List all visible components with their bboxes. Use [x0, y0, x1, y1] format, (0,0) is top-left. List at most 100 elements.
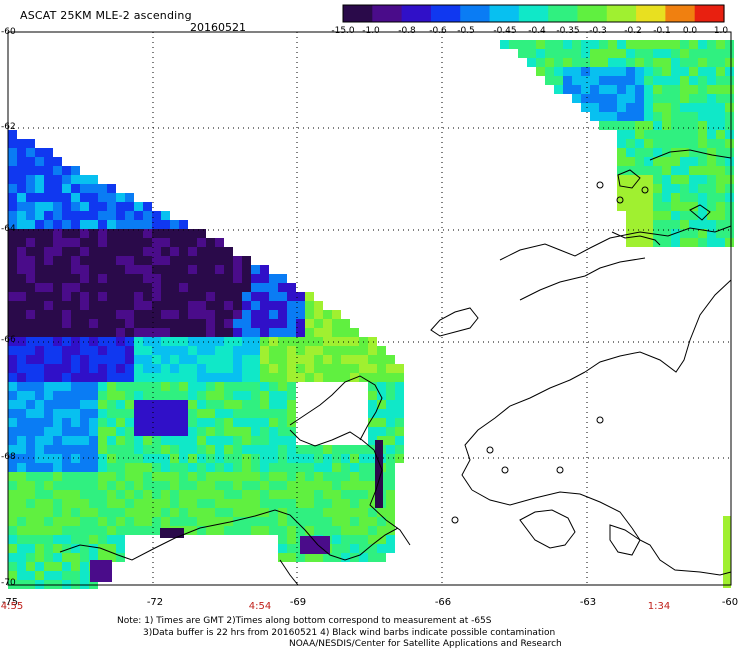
swath-cell: [71, 310, 80, 319]
swath-cell: [80, 526, 89, 535]
swath-cell: [44, 373, 53, 382]
swath-cell: [17, 265, 26, 274]
swath-cell: [44, 472, 53, 481]
swath-cell: [80, 445, 89, 454]
swath-cell: [26, 157, 35, 166]
swath-cell: [125, 454, 134, 463]
swath-cell: [35, 454, 44, 463]
swath-cell: [233, 373, 242, 382]
swath-cell: [278, 346, 287, 355]
swath-cell: [98, 526, 107, 535]
swath-cell: [44, 220, 53, 229]
swath-cell: [323, 346, 332, 355]
swath-cell: [125, 265, 134, 274]
swath-cell: [143, 391, 152, 400]
swath-cell: [71, 427, 80, 436]
swath-cell: [206, 508, 215, 517]
swath-cell: [17, 463, 26, 472]
swath-cell: [716, 67, 725, 76]
swath-cell: [215, 436, 224, 445]
swath-cell: [368, 535, 377, 544]
swath-cell: [188, 517, 197, 526]
swath-cell: [350, 328, 359, 337]
swath-cell: [305, 463, 314, 472]
swath-cell: [332, 337, 341, 346]
swath-cell: [314, 472, 323, 481]
swath-cell: [644, 211, 653, 220]
swath-cell: [35, 508, 44, 517]
swath-cell: [680, 58, 689, 67]
swath-cell: [725, 184, 734, 193]
swath-cell: [152, 310, 161, 319]
swath-strip: [375, 440, 383, 508]
swath-cell: [170, 319, 179, 328]
swath-cell: [53, 517, 62, 526]
swath-cell: [725, 85, 734, 94]
swath-cell: [152, 364, 161, 373]
swath-cell: [71, 454, 80, 463]
swath-cell: [80, 463, 89, 472]
swath-cell: [305, 454, 314, 463]
swath-cell: [707, 184, 716, 193]
swath-cell: [278, 481, 287, 490]
swath-cell: [107, 535, 116, 544]
swath-cell: [698, 103, 707, 112]
swath-cell: [386, 382, 395, 391]
swath-cell: [125, 229, 134, 238]
swath-cell: [143, 274, 152, 283]
swath-cell: [323, 508, 332, 517]
swath-cell: [251, 382, 260, 391]
swath-cell: [62, 427, 71, 436]
swath-cell: [116, 481, 125, 490]
swath-cell: [653, 130, 662, 139]
swath-cell: [242, 337, 251, 346]
swath-cell: [233, 310, 242, 319]
swath-cell: [26, 391, 35, 400]
swath-cell: [599, 49, 608, 58]
swath-cell: [152, 445, 161, 454]
swath-cell: [554, 67, 563, 76]
swath-cell: [143, 400, 152, 409]
swath-cell: [161, 355, 170, 364]
swath-cell: [80, 517, 89, 526]
swath-cell: [170, 364, 179, 373]
swath-cell: [314, 364, 323, 373]
swath-cell: [716, 157, 725, 166]
swath-cell: [635, 85, 644, 94]
swath-cell: [251, 409, 260, 418]
swath-cell: [8, 364, 17, 373]
swath-cell: [161, 364, 170, 373]
swath-cell: [314, 346, 323, 355]
swath-cell: [323, 445, 332, 454]
swath-cell: [116, 283, 125, 292]
swath-cell: [107, 481, 116, 490]
swath-cell: [8, 409, 17, 418]
swath-cell: [179, 256, 188, 265]
swath-cell: [707, 139, 716, 148]
swath-cell: [35, 526, 44, 535]
swath-cell: [653, 103, 662, 112]
swath-cell: [125, 328, 134, 337]
swath-cell: [170, 499, 179, 508]
swath-cell: [188, 373, 197, 382]
swath-cell: [617, 148, 626, 157]
swath-cell: [260, 445, 269, 454]
swath-cell: [53, 526, 62, 535]
swath-cell: [332, 472, 341, 481]
swath-cell: [188, 283, 197, 292]
swath-cell: [62, 517, 71, 526]
swath-cell: [206, 328, 215, 337]
swath-strip: [723, 516, 731, 588]
swath-cell: [215, 454, 224, 463]
swath-cell: [314, 526, 323, 535]
swath-cell: [233, 481, 242, 490]
swath-cell: [689, 139, 698, 148]
swath-cell: [251, 526, 260, 535]
swath-cell: [170, 454, 179, 463]
swath-cell: [287, 463, 296, 472]
swath-cell: [323, 355, 332, 364]
swath-cell: [215, 247, 224, 256]
swath-cell: [350, 481, 359, 490]
swath-cell: [197, 454, 206, 463]
swath-cell: [260, 490, 269, 499]
